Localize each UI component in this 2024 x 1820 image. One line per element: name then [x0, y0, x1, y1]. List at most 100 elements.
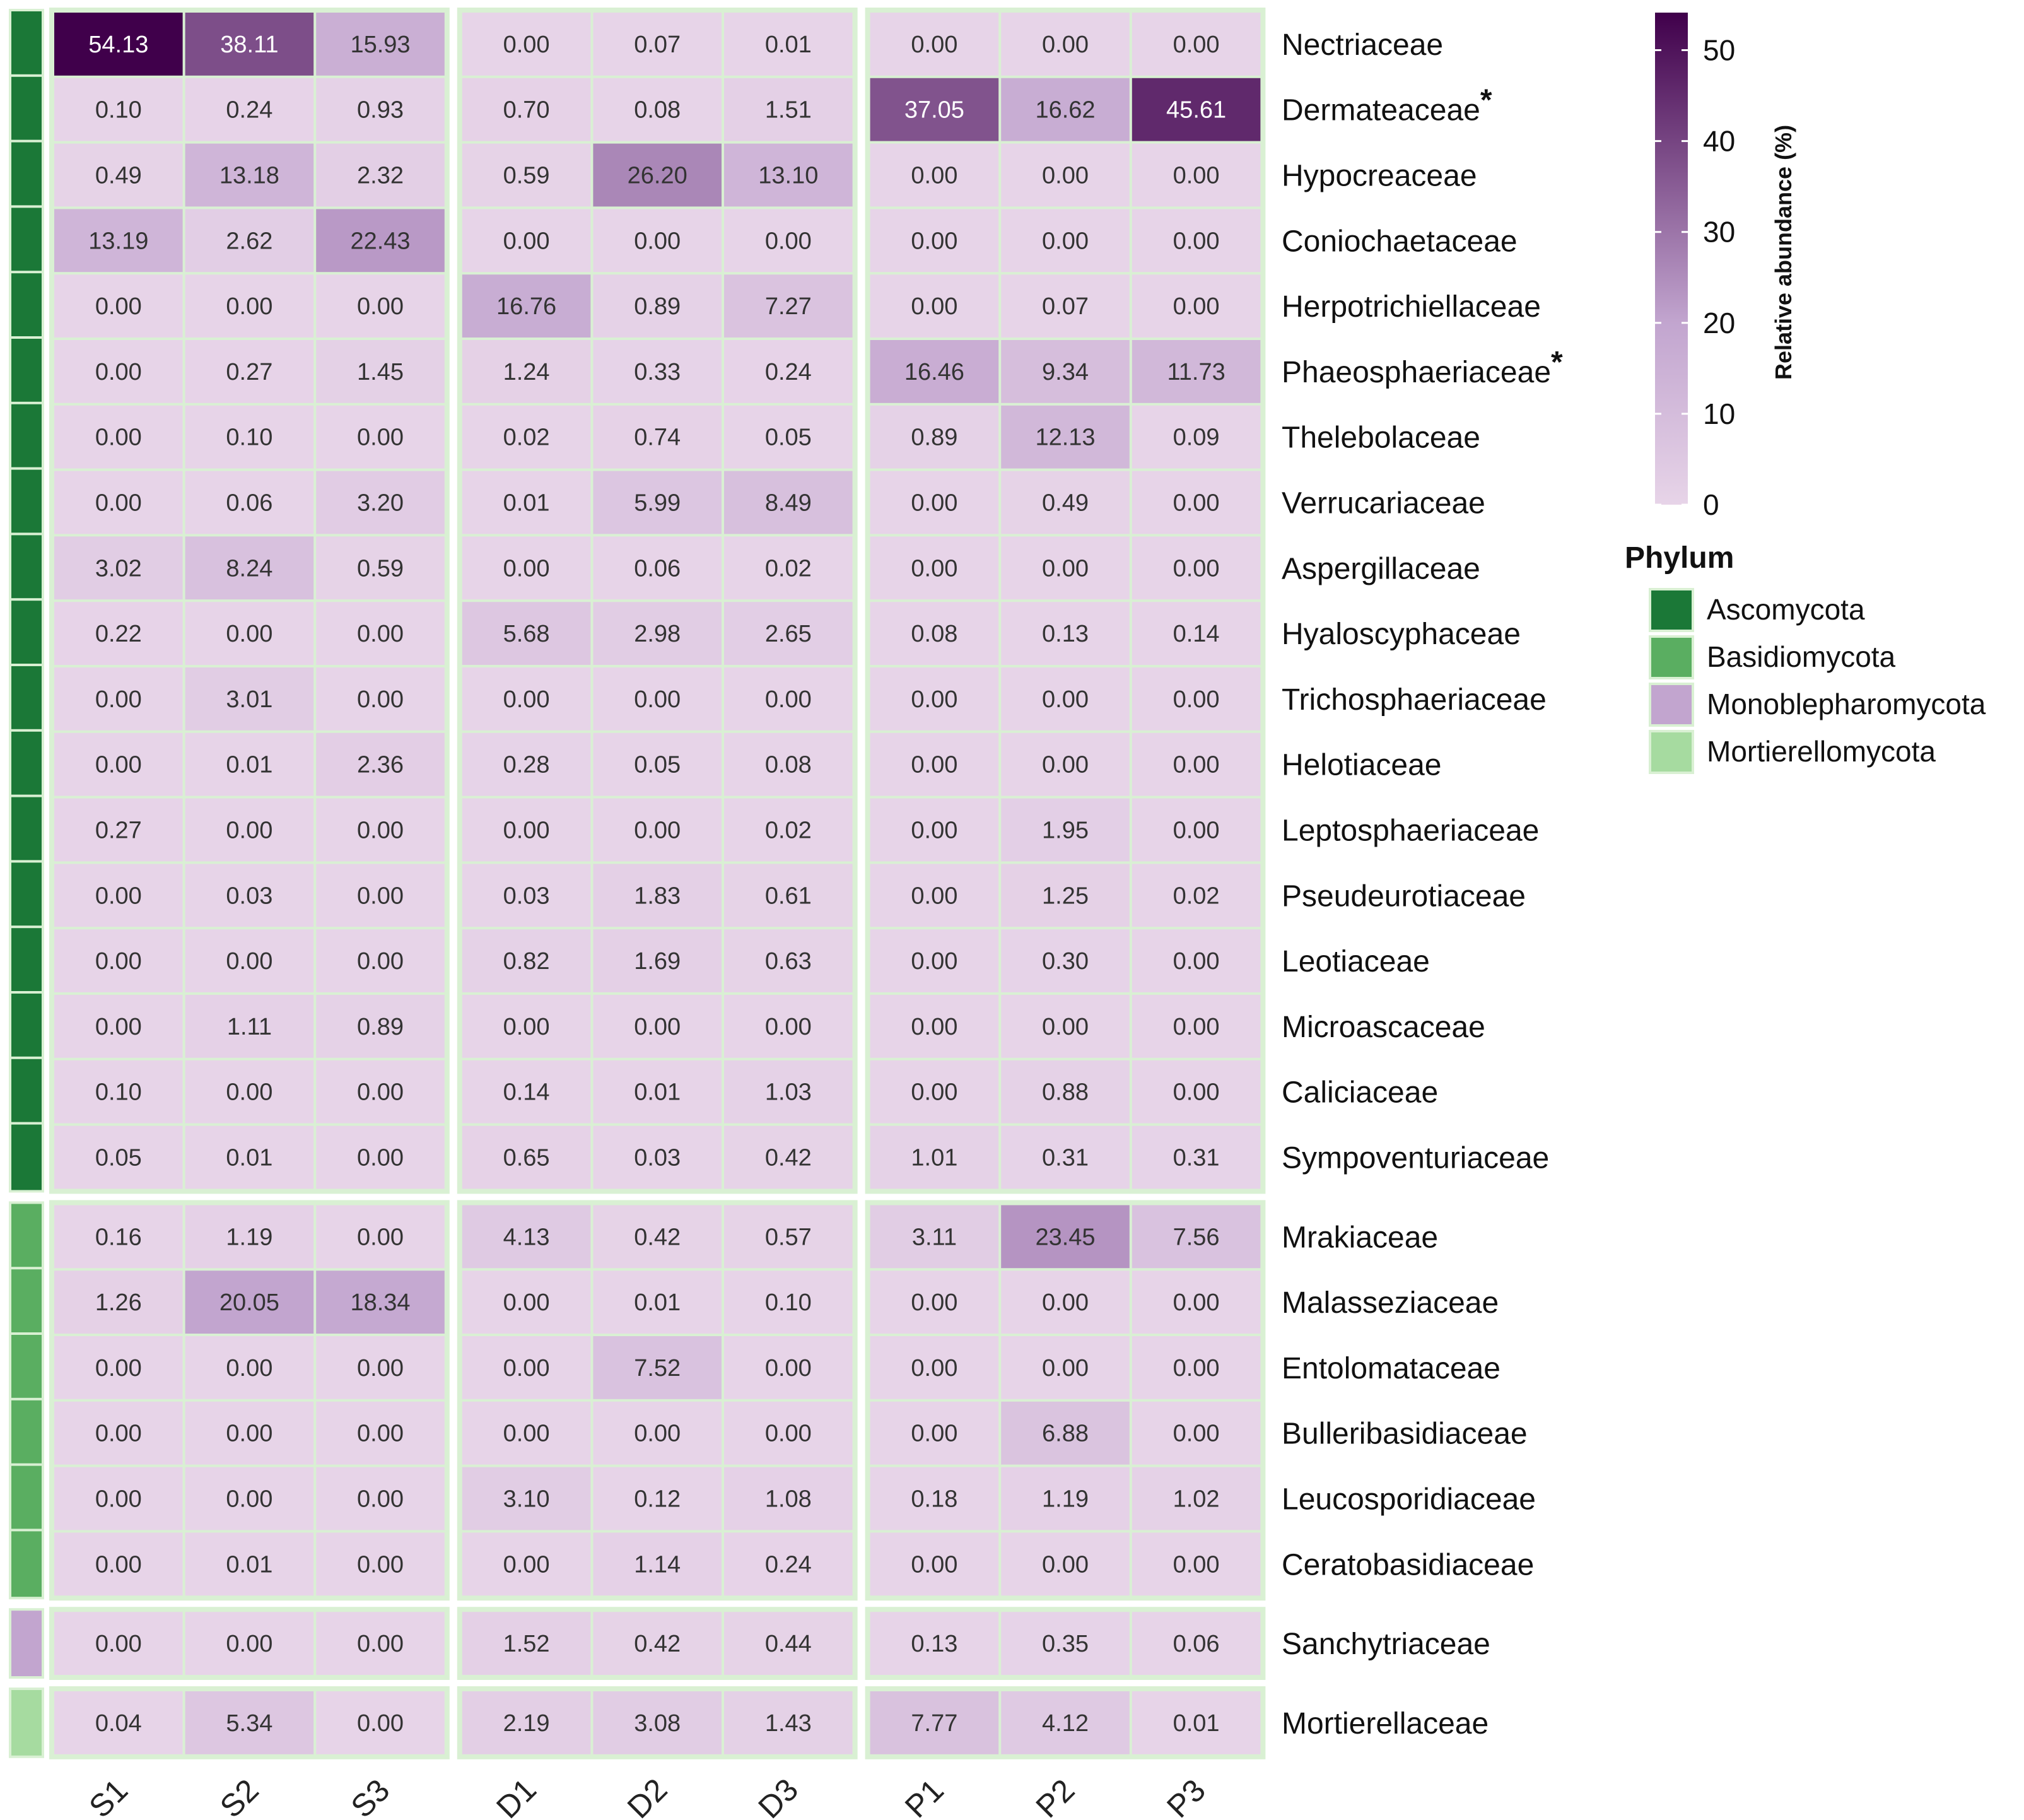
cell-value: 0.00: [503, 32, 550, 58]
heatmap-cell: [870, 274, 999, 338]
row-label: Hyaloscyphaceae: [1282, 618, 1521, 651]
heatmap-cell: [1001, 1271, 1130, 1334]
cell-value: 0.00: [503, 555, 550, 582]
cell-value: 0.00: [765, 228, 812, 254]
cell-value: 0.00: [226, 818, 272, 844]
cell-value: 1.25: [1042, 883, 1089, 909]
heatmap-cell: [1132, 667, 1261, 731]
heatmap-cell: [1001, 209, 1130, 273]
cell-value: 1.83: [634, 883, 681, 909]
cell-value: 0.18: [911, 1486, 957, 1513]
heatmap-cell: [462, 143, 591, 207]
heatmap-cell: [316, 274, 445, 338]
heatmap-cell: [724, 602, 853, 665]
heatmap-cell: [462, 1612, 591, 1675]
cell-value: 16.62: [1035, 97, 1095, 124]
heatmap-cell: [54, 340, 183, 403]
phylum-bar-ascomycota: [11, 731, 42, 797]
phylum-bar-basidiomycota: [11, 1400, 42, 1466]
heatmap-cell: [462, 471, 591, 534]
row-label: Bulleribasidiaceae: [1282, 1418, 1528, 1451]
cell-value: 0.02: [765, 555, 812, 582]
row-label: Leotiaceae: [1282, 945, 1430, 978]
cell-value: 0.00: [357, 1145, 404, 1171]
cell-value: 0.00: [1173, 948, 1220, 975]
phylum-bar-ascomycota: [11, 404, 42, 470]
heatmap-cell: [1132, 1336, 1261, 1399]
cell-value: 0.00: [226, 621, 272, 647]
cell-value: 0.14: [1173, 621, 1220, 647]
heatmap-cell: [870, 143, 999, 207]
cell-value: 0.59: [357, 555, 404, 582]
heatmap-cell: [316, 864, 445, 927]
heatmap-cell: [724, 1532, 853, 1596]
heatmap-cell: [185, 78, 314, 141]
heatmap-cell: [54, 78, 183, 141]
cell-value: 16.46: [904, 359, 964, 385]
cell-value: 1.19: [226, 1224, 272, 1250]
cell-value: 0.00: [503, 228, 550, 254]
heatmap-cell: [316, 1691, 445, 1754]
heatmap-cell: [54, 1401, 183, 1465]
heatmap-cell: [593, 405, 722, 469]
cell-value: 1.08: [765, 1486, 812, 1513]
phylum-bar-ascomycota: [11, 142, 42, 208]
cell-value: 1.01: [911, 1145, 957, 1171]
colorbar-tick-label: 20: [1703, 307, 1735, 339]
cell-value: 1.03: [765, 1079, 812, 1106]
row-label: Microascaceae: [1282, 1011, 1485, 1044]
row-label: Aspergillaceae: [1282, 552, 1480, 585]
heatmap-cell: [462, 209, 591, 273]
heatmap-cell: [1132, 929, 1261, 992]
colorbar-tick-label: 0: [1703, 488, 1719, 521]
cell-value: 0.00: [95, 1551, 142, 1578]
heatmap-cell: [462, 1060, 591, 1124]
heatmap-cell: [724, 1691, 853, 1754]
heatmap-cell: [1132, 1205, 1261, 1269]
column-label: D2: [621, 1771, 674, 1820]
heatmap-cell: [724, 471, 853, 534]
phylum-bar-ascomycota: [11, 666, 42, 732]
heatmap-cell: [724, 1467, 853, 1530]
heatmap-cell: [593, 1612, 722, 1675]
cell-value: 0.00: [911, 228, 957, 254]
heatmap-cell: [1001, 798, 1130, 862]
cell-value: 0.00: [911, 1355, 957, 1382]
row-label: Verrucariaceae: [1282, 487, 1485, 520]
cell-value: 0.00: [634, 1421, 681, 1447]
cell-value: 0.00: [1173, 752, 1220, 778]
cell-value: 0.00: [634, 686, 681, 713]
heatmap-cell: [462, 1271, 591, 1334]
cell-value: 3.11: [912, 1224, 957, 1250]
heatmap-cell: [870, 602, 999, 665]
cell-value: 1.11: [227, 1014, 272, 1040]
colorbar-ticks: 0 10 20 30 40 50: [1655, 34, 1735, 521]
cell-value: 0.10: [226, 425, 272, 451]
cell-value: 0.00: [95, 1631, 142, 1657]
heatmap-cell: [1132, 1532, 1261, 1596]
cell-value: 0.00: [1173, 32, 1220, 58]
heatmap-cell: [316, 1336, 445, 1399]
cell-value: 0.00: [226, 293, 272, 320]
heatmap-cell: [462, 929, 591, 992]
heatmap-cell: [1001, 732, 1130, 796]
heatmap-cell: [1001, 1467, 1130, 1530]
heatmap-cell: [316, 1271, 445, 1334]
heatmap-cell: [1001, 536, 1130, 600]
cell-value: 0.00: [911, 1421, 957, 1447]
cell-value: 0.01: [226, 1145, 272, 1171]
cell-value: 0.00: [357, 621, 404, 647]
cell-value: 0.42: [634, 1224, 681, 1250]
heatmap-cell: [316, 340, 445, 403]
cell-value: 12.13: [1035, 425, 1095, 451]
cell-value: 0.14: [503, 1079, 550, 1106]
cell-value: 0.00: [357, 948, 404, 975]
cell-value: 2.32: [357, 163, 404, 189]
cell-value: 7.52: [634, 1355, 681, 1382]
cell-value: 38.11: [220, 32, 278, 58]
cell-value: 0.00: [95, 948, 142, 975]
row-label: Helotiaceae: [1282, 749, 1442, 782]
heatmap-cell: [54, 995, 183, 1058]
phylum-bar-ascomycota: [11, 339, 42, 404]
heatmap-cell: [1001, 929, 1130, 992]
